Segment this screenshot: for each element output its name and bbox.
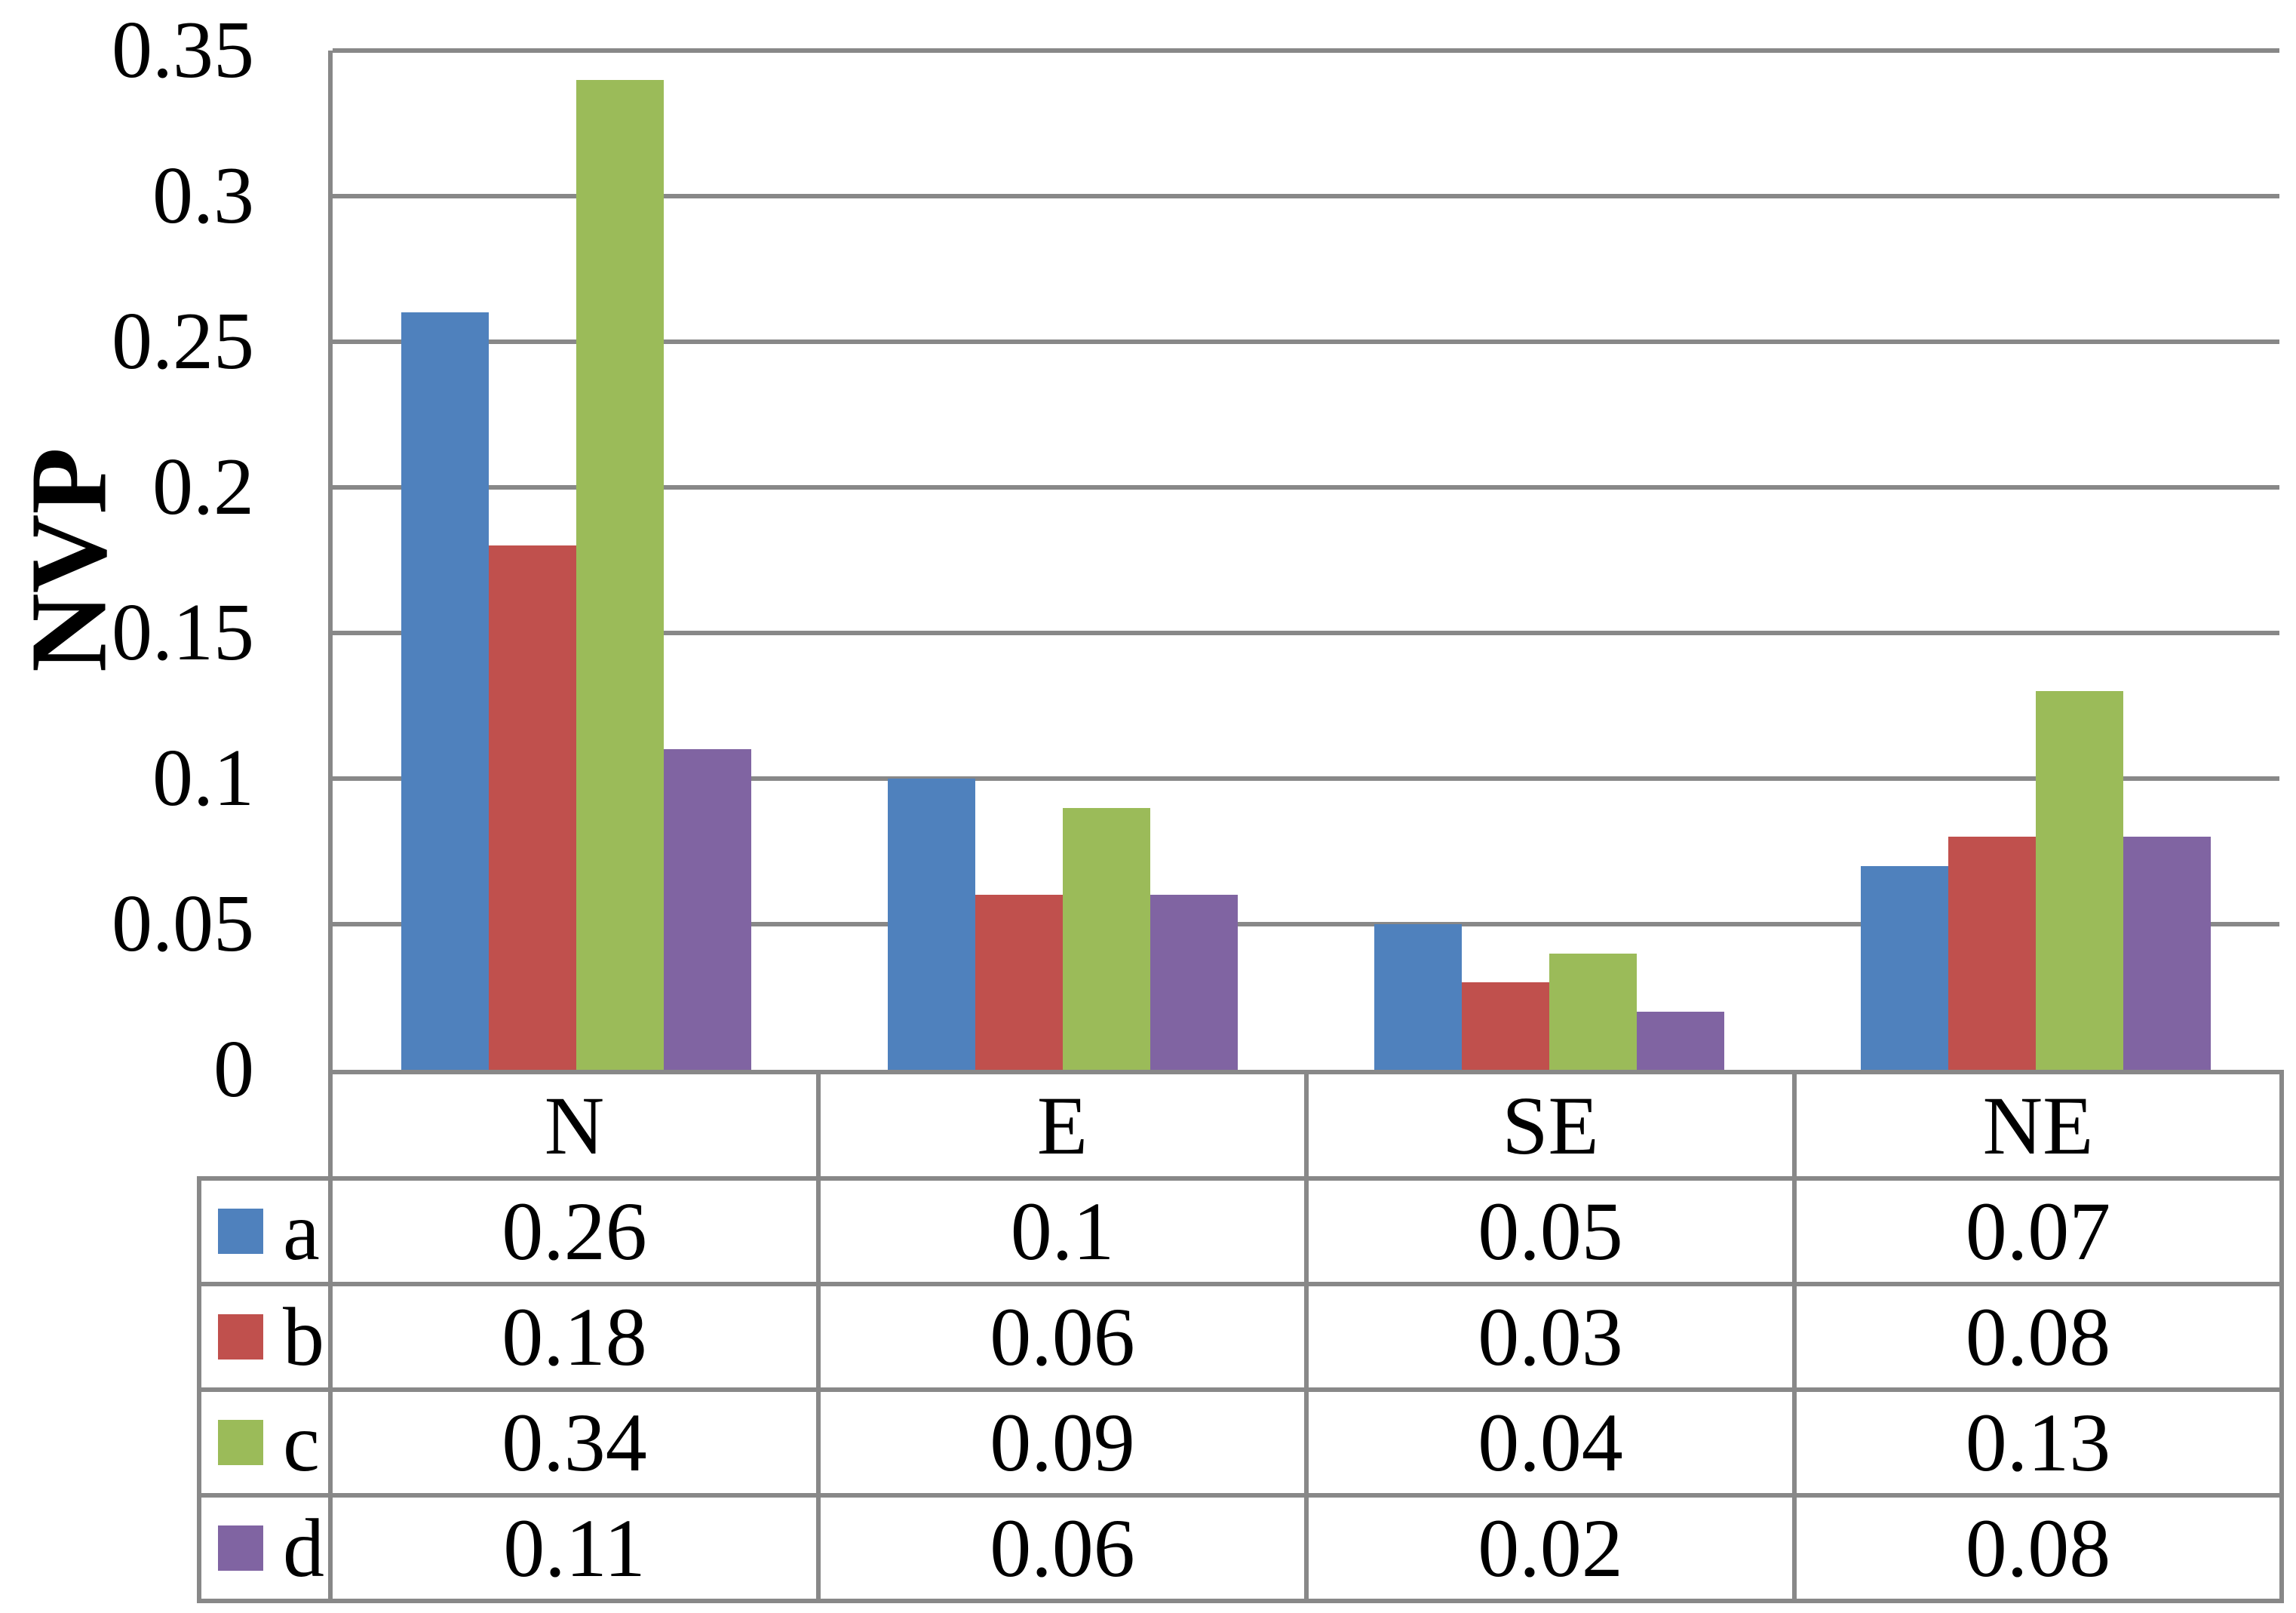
gridline (333, 485, 2279, 490)
table-row-a: a 0.26 0.1 0.05 0.07 (197, 1176, 2284, 1286)
bar-b-NE (1948, 837, 2037, 1070)
bar-group-NE (1793, 51, 2279, 1070)
gridline (333, 339, 2279, 344)
value-cell: 0.18 (328, 1282, 821, 1392)
y-tick-label: 0.25 (112, 296, 254, 386)
table-row-b: b 0.18 0.06 0.03 0.08 (197, 1282, 2284, 1392)
y-tick-label: 0.05 (112, 879, 254, 969)
gridline (333, 631, 2279, 635)
bar-a-E (887, 779, 975, 1070)
legend-cell-d: d (197, 1493, 333, 1603)
bar-a-N (401, 312, 489, 1070)
gridline (333, 48, 2279, 53)
value-cell: 0.09 (816, 1387, 1309, 1498)
table-row-c: c 0.34 0.09 0.04 0.13 (197, 1387, 2284, 1498)
bar-b-E (975, 895, 1063, 1070)
series-b-label: b (283, 1291, 324, 1383)
y-tick-label: 0.2 (152, 442, 254, 532)
bar-d-E (1150, 895, 1238, 1070)
bar-a-SE (1374, 924, 1463, 1070)
data-table: N E SE NE a 0.26 0.1 0.05 0.07 b (197, 1070, 2284, 1603)
bar-group-SE (1306, 51, 1793, 1070)
value-cell: 0.08 (1792, 1493, 2284, 1603)
value-cell: 0.08 (1792, 1282, 2284, 1392)
value-cell: 0.05 (1304, 1176, 1797, 1286)
bar-group-E (819, 51, 1306, 1070)
gridlines (333, 48, 2279, 1070)
series-c-label: c (283, 1396, 320, 1489)
value-cell: 0.1 (816, 1176, 1309, 1286)
y-tick-label: 0.3 (152, 151, 254, 241)
series-b-swatch-icon (218, 1314, 263, 1360)
value-cell: 0.04 (1304, 1387, 1797, 1498)
bar-d-NE (2123, 837, 2212, 1070)
y-axis-tick-labels: 0 0.05 0.1 0.15 0.2 0.25 0.3 0.35 (0, 10, 254, 1111)
bar-b-SE (1462, 982, 1550, 1070)
legend-cell-b: b (197, 1282, 333, 1392)
series-d-label: d (283, 1502, 324, 1594)
table-row-d: d 0.11 0.06 0.02 0.08 (197, 1493, 2284, 1603)
category-header-n: N (328, 1070, 821, 1181)
table-corner-cell (199, 1072, 333, 1181)
bar-c-NE (2036, 691, 2124, 1070)
gridline (333, 776, 2279, 781)
legend-cell-c: c (197, 1387, 333, 1498)
value-cell: 0.03 (1304, 1282, 1797, 1392)
category-header-ne: NE (1792, 1070, 2284, 1181)
value-cell: 0.34 (328, 1387, 821, 1498)
value-cell: 0.13 (1792, 1387, 2284, 1498)
category-header-e: E (816, 1070, 1309, 1181)
value-cell: 0.11 (328, 1493, 821, 1603)
gridline (333, 194, 2279, 198)
bar-c-SE (1549, 953, 1638, 1070)
value-cell: 0.07 (1792, 1176, 2284, 1286)
bar-groups (333, 51, 2279, 1070)
value-cell: 0.02 (1304, 1493, 1797, 1603)
series-a-label: a (283, 1185, 320, 1277)
value-cell: 0.06 (816, 1282, 1309, 1392)
bar-d-SE (1637, 1011, 1725, 1070)
value-cell: 0.06 (816, 1493, 1309, 1603)
bar-d-N (663, 749, 751, 1070)
series-a-swatch-icon (218, 1209, 263, 1254)
category-header-se: SE (1304, 1070, 1797, 1181)
bar-b-N (488, 545, 576, 1070)
plot-area (328, 48, 2279, 1070)
value-cell: 0.26 (328, 1176, 821, 1286)
bar-group-N (333, 51, 819, 1070)
gridline (333, 922, 2279, 926)
bar-a-NE (1861, 865, 1949, 1070)
series-d-swatch-icon (218, 1525, 263, 1571)
bar-c-N (576, 79, 664, 1070)
legend-cell-a: a (197, 1176, 333, 1286)
series-c-swatch-icon (218, 1420, 263, 1465)
y-tick-label: 0.1 (152, 733, 254, 823)
category-header-row: N E SE NE (199, 1070, 2284, 1181)
bar-c-E (1062, 807, 1150, 1070)
y-tick-label: 0.15 (112, 588, 254, 677)
y-tick-label: 0.35 (112, 5, 254, 95)
